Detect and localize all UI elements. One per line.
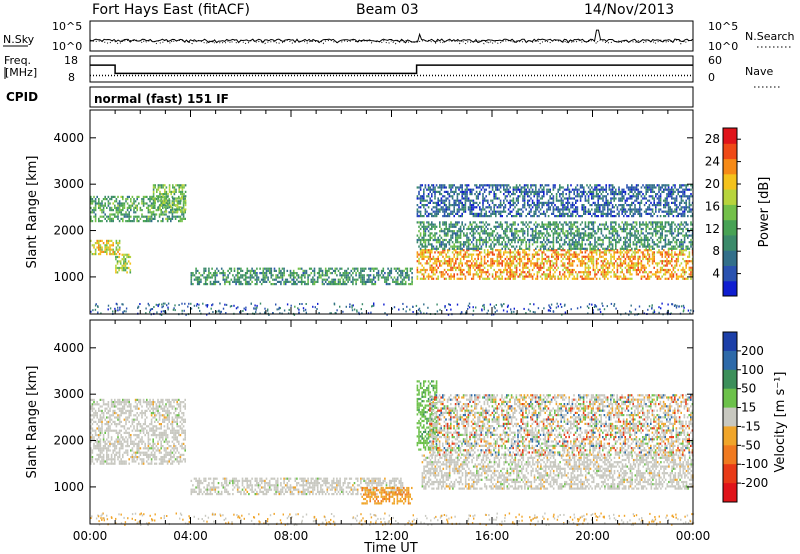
power-colorbar: 4 8 12 16 20 24 28 (705, 127, 741, 297)
colorbar-swatch (723, 332, 737, 352)
noise-right-tick-bottom: 10^0 (708, 40, 738, 53)
velocity-colorbar-label: Velocity [m s⁻¹] (773, 372, 788, 473)
velocity-y-axis: 1000 2000 3000 4000 (53, 341, 693, 494)
velocity-xlabel: Time UT (363, 541, 417, 554)
power-y-axis: 1000 2000 3000 4000 (53, 131, 693, 284)
colorbar-tick-label: -100 (741, 457, 768, 471)
colorbar-tick-label: -15 (741, 419, 761, 433)
noise-series (89, 29, 694, 45)
ytick-label: 2000 (53, 224, 84, 238)
cpid-label: CPID (6, 90, 38, 104)
ytick-label: 3000 (53, 177, 84, 191)
colorbar-tick-label: 15 (741, 401, 756, 415)
colorbar-tick-label: -200 (741, 476, 768, 490)
colorbar-tick-label: 100 (741, 363, 764, 377)
velocity-data (90, 380, 695, 526)
ytick-label: 1000 (53, 270, 84, 284)
cpid-value: normal (fast) 151 IF (94, 92, 229, 106)
colorbar-frame (722, 127, 738, 297)
xtick-label: 16:00 (475, 529, 510, 543)
colorbar-swatch (723, 464, 737, 484)
colorbar-tick-label: 50 (741, 382, 756, 396)
freq-series (90, 64, 693, 77)
colorbar-tick-label: 200 (741, 344, 764, 358)
colorbar-swatch (723, 158, 737, 175)
date-title: 14/Nov/2013 (584, 2, 674, 18)
ytick-label: 3000 (53, 387, 84, 401)
colorbar-swatch (723, 173, 737, 190)
colorbar-swatch (723, 426, 737, 446)
velocity-x-axis: 00:00 04:00 08:00 12:00 16:00 20:00 00:00 (73, 320, 711, 543)
colorbar-swatch (723, 128, 737, 144)
ytick-label: 4000 (53, 131, 84, 145)
colorbar-swatch (723, 265, 737, 282)
colorbar-tick-label: 20 (705, 177, 720, 191)
ytick-label: 2000 (53, 434, 84, 448)
colorbar-swatch (723, 189, 737, 205)
colorbar-swatch (723, 234, 737, 251)
colorbar-swatch (723, 280, 737, 297)
colorbar-tick-label: 12 (705, 222, 720, 236)
noise-left-tick-bottom: 10^0 (52, 40, 82, 53)
colorbar-swatch (723, 219, 737, 236)
freq-panel: Freq. [MHz] 18 8 60 0 Nave (4, 54, 780, 88)
colorbar-swatch (723, 483, 737, 503)
noise-line-sky (89, 29, 694, 44)
colorbar-swatch (723, 369, 737, 390)
beam-title: Beam 03 (356, 2, 419, 18)
colorbar-tick-label: -50 (741, 438, 761, 452)
nave-tick-top: 60 (708, 54, 722, 67)
colorbar-swatch (723, 407, 737, 427)
power-ylabel: Slant Range [km] (25, 156, 40, 269)
colorbar-swatch (723, 204, 737, 221)
cpid-panel: CPID normal (fast) 151 IF (6, 86, 694, 108)
colorbar-tick-label: 4 (712, 267, 720, 281)
noise-panel-frame (89, 20, 694, 52)
power-x-ticks (89, 110, 694, 314)
power-panel: 1000 2000 3000 4000 Slant Range [km] 4 8 12 16… (25, 109, 772, 316)
noise-right-label: N.Search (745, 30, 795, 43)
velocity-panel: 1000 2000 3000 4000 00:00 04:00 08:00 12:00 16:… (25, 319, 788, 554)
colorbar-tick-label: 24 (705, 155, 720, 169)
ytick-label: 4000 (53, 341, 84, 355)
colorbar-tick-label: 16 (705, 199, 720, 213)
colorbar-tick-label: 8 (712, 244, 720, 258)
colorbar-swatch (723, 250, 737, 266)
colorbar-swatch (723, 350, 737, 371)
colorbar-swatch (723, 143, 737, 160)
colorbar-tick-label: 28 (705, 132, 720, 146)
noise-panel: N.Sky 10^5 10^0 10^5 10^0 N.Search (3, 20, 795, 53)
xtick-label: 00:00 (73, 529, 108, 543)
freq-label-1: Freq. (4, 54, 31, 67)
xtick-label: 00:00 (676, 529, 711, 543)
power-data (90, 184, 695, 316)
power-colorbar-label: Power [dB] (757, 177, 772, 248)
noise-left-label: N.Sky (3, 33, 35, 46)
freq-line-freq (90, 64, 693, 75)
site-title: Fort Hays East (fitACF) (92, 2, 250, 18)
noise-left-tick-top: 10^5 (52, 20, 82, 33)
nave-tick-bottom: 0 (708, 71, 715, 84)
nave-label: Nave (745, 65, 773, 78)
xtick-label: 04:00 (173, 529, 208, 543)
noise-line-search (89, 39, 694, 45)
velocity-colorbar: 200 100 50 15 -15 -50 -100 -200 (722, 331, 768, 503)
xtick-label: 08:00 (274, 529, 309, 543)
freq-label-2: [MHz] (5, 66, 37, 79)
colorbar-swatch (723, 388, 737, 409)
velocity-ylabel: Slant Range [km] (25, 366, 40, 479)
cpid-frame (89, 86, 694, 108)
freq-tick-top: 18 (64, 54, 78, 67)
freq-tick-bottom: 8 (68, 71, 75, 84)
xtick-label: 20:00 (575, 529, 610, 543)
colorbar-frame (722, 331, 738, 503)
xtick-label: 12:00 (374, 529, 409, 543)
noise-right-tick-top: 10^5 (708, 20, 738, 33)
freq-panel-frame (89, 55, 694, 83)
colorbar-swatch (723, 445, 737, 465)
ytick-label: 1000 (53, 480, 84, 494)
